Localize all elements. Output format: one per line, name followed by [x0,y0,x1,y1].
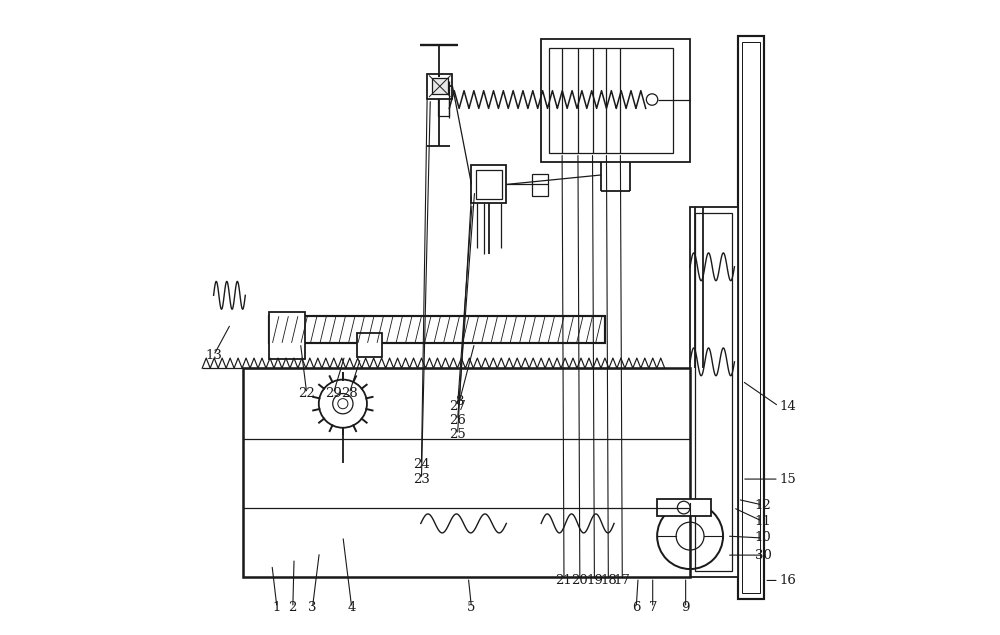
Text: 23: 23 [413,472,430,486]
Bar [471,166,506,203]
Bar [269,371,690,403]
Text: 18: 18 [600,574,617,587]
Text: 25: 25 [449,428,466,441]
Text: 9: 9 [681,601,690,614]
Text: 6: 6 [632,601,640,614]
Text: 22: 22 [298,387,315,400]
Bar [476,170,502,199]
Text: 16: 16 [780,574,797,587]
Text: 8: 8 [455,394,464,408]
Text: 13: 13 [205,349,222,362]
Text: 11: 11 [755,515,771,528]
Text: 2: 2 [289,601,297,614]
Text: 4: 4 [348,601,356,614]
Bar [427,74,452,99]
Bar [695,213,732,571]
Text: 15: 15 [780,472,797,486]
Text: 20: 20 [571,574,588,587]
Bar [532,173,548,196]
Bar [243,368,690,577]
Text: 7: 7 [648,601,657,614]
Text: 1: 1 [273,601,281,614]
Bar [269,316,605,343]
Text: 21: 21 [556,574,572,587]
Text: 3: 3 [308,601,317,614]
Bar [742,42,760,593]
Bar [690,206,738,577]
Text: 30: 30 [755,549,771,561]
Text: 14: 14 [780,399,797,413]
Text: 26: 26 [449,413,466,427]
Text: 29: 29 [325,387,342,400]
Bar [738,36,764,599]
Text: 10: 10 [755,531,771,544]
Bar [357,333,382,357]
Bar [657,499,711,516]
Bar [541,39,690,163]
Text: 24: 24 [413,458,430,471]
Text: 17: 17 [614,574,631,587]
Text: 12: 12 [755,498,771,512]
Bar [432,78,448,95]
Text: 5: 5 [467,601,476,614]
Text: 27: 27 [449,399,466,413]
Bar [269,312,305,359]
Text: 28: 28 [341,387,358,400]
Bar [438,84,449,116]
Bar [549,48,673,153]
Text: 19: 19 [586,574,603,587]
